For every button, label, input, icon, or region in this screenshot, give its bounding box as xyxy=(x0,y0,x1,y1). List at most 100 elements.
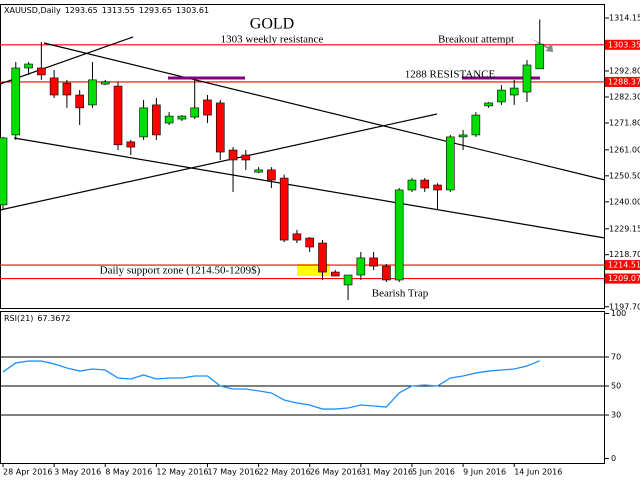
level-label-box xyxy=(605,39,640,50)
candle-body xyxy=(113,85,123,146)
level-label: 1214.51 xyxy=(608,261,640,270)
y-tick-label: 70 xyxy=(611,352,621,361)
candle-body xyxy=(433,184,442,191)
candle-body xyxy=(24,63,33,69)
candle-body xyxy=(305,237,315,248)
x-tick-label: 12 May 2016 xyxy=(156,468,208,477)
y-tick-label: 1282.30 xyxy=(609,92,640,101)
rsi-panel xyxy=(0,311,605,464)
x-tick-label: 28 Apr 2016 xyxy=(3,468,52,477)
y-tick-label: 1292.80 xyxy=(609,66,640,75)
trend-line xyxy=(13,137,606,239)
candle-body xyxy=(497,89,506,103)
x-tick-label: 14 Jun 2016 xyxy=(514,468,562,477)
candle-body xyxy=(37,67,46,76)
header-open: 1293.65 xyxy=(65,6,98,15)
candle-body xyxy=(445,136,455,191)
candle-body xyxy=(382,265,391,281)
annotation: 1288 RESISTANCE xyxy=(405,69,496,81)
level-label-box xyxy=(605,76,640,87)
rsi-title: RSI(21) xyxy=(4,314,33,323)
candle-body xyxy=(420,179,430,189)
candle-body xyxy=(484,102,493,107)
y-tick-label: 1314.15 xyxy=(609,14,640,23)
level-label-box xyxy=(605,260,640,271)
candle-body xyxy=(458,134,468,138)
rsi-last: 67.3672 xyxy=(37,314,70,323)
candle-body xyxy=(177,115,187,120)
annotation: Breakout attempt xyxy=(438,34,514,46)
candle-body xyxy=(254,169,263,173)
candle-body xyxy=(509,87,519,96)
candle-body xyxy=(0,137,8,206)
candle-body xyxy=(471,114,481,136)
x-tick-label: 9 Jun 2016 xyxy=(463,468,506,477)
candle-body xyxy=(369,257,378,267)
candle-body xyxy=(88,79,97,106)
header-high: 1313.55 xyxy=(102,6,135,15)
candle-body xyxy=(139,107,148,138)
level-label: 1288.37 xyxy=(608,77,640,86)
candle-body xyxy=(100,81,110,85)
main-panel xyxy=(0,4,605,309)
candle-body xyxy=(11,67,21,136)
candle-body xyxy=(164,115,174,124)
y-tick-label: 1250.50 xyxy=(609,171,640,180)
candle-body xyxy=(330,271,340,277)
y-tick-label: 0 xyxy=(611,454,616,463)
trend-line xyxy=(43,42,606,181)
y-tick-label: 1261.00 xyxy=(609,145,640,154)
y-tick-label: 1197.70 xyxy=(609,302,640,311)
x-tick-label: 17 May 2016 xyxy=(207,468,259,477)
candle-body xyxy=(126,141,136,148)
x-tick-label: 5 Jun 2016 xyxy=(412,468,455,477)
level-label-box xyxy=(605,273,640,284)
level-label: 1209.07 xyxy=(608,274,640,283)
y-tick-label: 1271.80 xyxy=(609,119,640,128)
candle-body xyxy=(228,149,238,161)
level-label: 1303.35 xyxy=(608,40,640,49)
y-tick-label: 50 xyxy=(611,381,621,390)
trend-lines xyxy=(0,36,606,239)
candle-body xyxy=(75,94,84,109)
y-tick-label: 1229.15 xyxy=(609,224,640,233)
candle-body xyxy=(203,99,212,116)
candle-body xyxy=(522,64,532,93)
chart-title: GOLD xyxy=(250,16,294,33)
candle-body xyxy=(356,257,366,276)
candle-body xyxy=(535,43,545,70)
candle-body xyxy=(279,177,289,241)
chart-header: XAUUSD,Daily 1293.65 1313.55 1293.65 1303.61 xyxy=(4,6,209,15)
annotation: 1303 weekly resistance xyxy=(221,34,324,46)
plot-layer xyxy=(0,19,545,301)
levels-layer xyxy=(0,44,605,280)
annotation: Daily support zone (1214.50-1209$) xyxy=(100,265,261,277)
rsi-header: RSI(21) 67.3672 xyxy=(4,314,71,323)
rsi-line xyxy=(2,360,541,410)
x-tick-label: 26 May 2016 xyxy=(310,468,362,477)
y-tick-label: 1218.70 xyxy=(609,250,640,259)
x-tick-label: 31 May 2016 xyxy=(361,468,413,477)
x-tick-label: 8 May 2016 xyxy=(105,468,152,477)
candle-body xyxy=(49,77,59,96)
header-close: 1303.61 xyxy=(176,6,209,15)
y-tick-label: 30 xyxy=(611,410,621,419)
trend-line xyxy=(0,113,438,211)
y-tick-label: 1240.00 xyxy=(609,197,640,206)
x-tick-label: 22 May 2016 xyxy=(259,468,311,477)
candle-body xyxy=(318,242,327,273)
x-tick-label: 3 May 2016 xyxy=(54,468,101,477)
candle-body xyxy=(292,233,302,241)
candle-body xyxy=(241,154,251,161)
candle-body xyxy=(190,107,199,118)
annotation: Bearish Trap xyxy=(372,288,429,300)
candle-body xyxy=(394,189,404,281)
candle-body xyxy=(152,104,161,136)
candle-body xyxy=(343,274,353,286)
candle-body xyxy=(267,169,276,181)
symbol: XAUUSD,Daily xyxy=(4,6,61,15)
candle-body xyxy=(407,179,417,191)
header-low: 1293.65 xyxy=(139,6,172,15)
